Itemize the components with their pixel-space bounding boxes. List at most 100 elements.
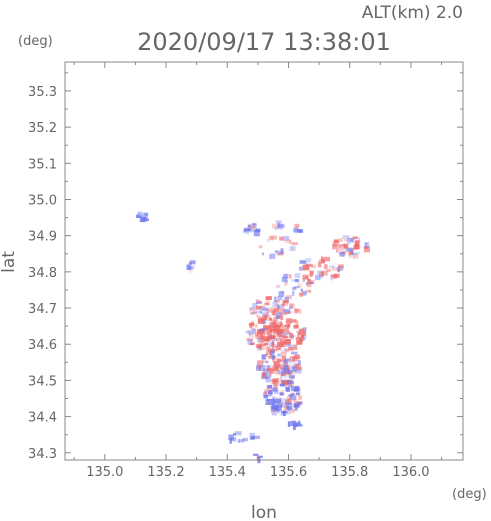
echo-cell: [364, 242, 370, 248]
echo-cell: [264, 302, 270, 306]
echo-cell: [264, 391, 268, 396]
echo-cell: [309, 271, 313, 277]
echo-cell: [272, 332, 277, 339]
echo-cell: [286, 342, 291, 347]
echo-cell: [301, 334, 305, 338]
echo-cell: [255, 299, 261, 304]
echo-cell: [302, 274, 309, 280]
echo-cell: [273, 316, 279, 323]
echo-cell: [319, 271, 324, 278]
echo-cell: [302, 264, 310, 271]
echo-cell: [272, 310, 278, 316]
echo-cell: [263, 338, 270, 341]
y-tick-label: 34.5: [28, 374, 57, 389]
echo-cell: [283, 273, 289, 279]
plot-frame: [64, 61, 464, 461]
echo-cell: [337, 264, 344, 269]
y-tick-label: 34.8: [28, 266, 57, 281]
echo-cell: [272, 344, 277, 349]
echo-cell: [279, 363, 283, 367]
echo-cell: [279, 322, 283, 326]
echo-cell: [263, 347, 269, 350]
echo-cell: [282, 380, 289, 386]
echo-cell: [249, 432, 256, 437]
echo-cell: [274, 226, 278, 231]
echo-cell: [260, 317, 264, 322]
echo-cell: [272, 310, 275, 315]
echo-cell: [255, 331, 260, 337]
echo-cell: [341, 244, 345, 247]
echo-cell: [255, 228, 261, 233]
echo-cell: [267, 238, 270, 243]
echo-cell: [294, 385, 300, 392]
echo-cell: [278, 224, 285, 228]
echo-cell: [271, 342, 274, 348]
echo-cell: [305, 258, 312, 263]
echo-cell: [270, 342, 274, 348]
echo-cell: [277, 341, 283, 347]
echo-cell: [260, 328, 267, 332]
echo-cell: [284, 283, 287, 286]
x-tick-label: 135.0: [86, 465, 123, 480]
echo-cell: [265, 297, 271, 303]
echo-cell: [289, 408, 294, 414]
echo-cell: [284, 296, 290, 303]
echo-field: [135, 211, 371, 464]
echo-cell: [302, 278, 305, 283]
echo-cell: [265, 386, 273, 393]
echo-cell: [277, 353, 281, 357]
echo-cell: [330, 274, 338, 277]
echo-cell: [270, 335, 275, 339]
echo-cell: [296, 341, 302, 345]
echo-cell: [280, 411, 283, 416]
echo-cell: [295, 330, 303, 333]
echo-cell: [259, 310, 262, 314]
echo-cell: [284, 239, 291, 244]
echo-cell: [291, 242, 298, 246]
echo-cell: [268, 371, 272, 377]
x-tick-label: 136.0: [392, 465, 429, 480]
echo-cell: [292, 409, 295, 413]
echo-cell: [248, 330, 252, 336]
echo-cell: [341, 251, 346, 254]
echo-cell: [256, 345, 262, 351]
x-ticks: 135.0 135.2 135.4 135.6 135.8 136.0: [73, 62, 443, 480]
y-tick-label: 34.4: [28, 411, 57, 426]
echo-cell: [270, 329, 276, 334]
echo-cell: [144, 212, 149, 216]
echo-cell: [249, 436, 255, 440]
echo-cell: [343, 253, 346, 257]
echo-cell: [271, 319, 277, 324]
echo-cell: [269, 253, 276, 259]
echo-cell: [282, 336, 288, 339]
echo-cell: [353, 244, 360, 250]
echo-cell: [302, 327, 307, 330]
echo-cell: [336, 269, 341, 272]
echo-cell: [279, 392, 284, 396]
echo-cell: [288, 274, 292, 279]
echo-cell: [269, 322, 277, 329]
echo-cell: [287, 359, 295, 364]
echo-cell: [288, 344, 295, 348]
echo-cell: [278, 334, 285, 338]
echo-cell: [299, 260, 307, 264]
echo-cell: [296, 366, 303, 370]
echo-cell: [271, 223, 278, 229]
echo-cell: [290, 386, 295, 392]
echo-cell: [276, 252, 282, 256]
echo-cell: [261, 304, 265, 311]
echo-cell: [251, 327, 257, 332]
echo-cell: [279, 236, 284, 241]
y-tick-label: 34.7: [28, 302, 57, 317]
echo-cell: [282, 235, 290, 241]
echo-cell: [278, 315, 282, 319]
echo-cell: [276, 358, 282, 363]
echo-cell: [246, 329, 250, 333]
echo-cell: [292, 370, 295, 375]
echo-cell: [271, 355, 275, 361]
echo-cell: [306, 283, 312, 288]
echo-cell: [251, 321, 254, 327]
echo-cell: [264, 342, 269, 346]
echo-cell: [256, 344, 261, 348]
echo-cell: [277, 342, 285, 348]
